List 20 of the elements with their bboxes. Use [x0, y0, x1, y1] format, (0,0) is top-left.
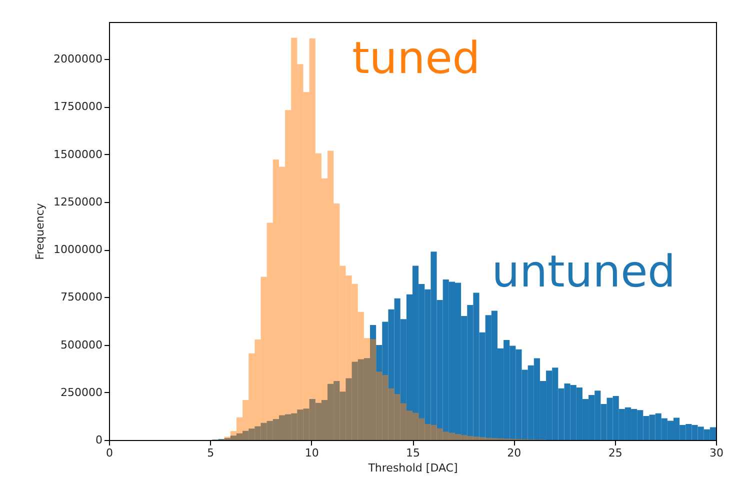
- y-tick-label: 1250000: [54, 195, 102, 208]
- y-tick-label: 0: [96, 434, 102, 446]
- y-tick-label: 1500000: [54, 148, 102, 161]
- x-tick-label: 30: [710, 446, 724, 460]
- x-tick-label: 20: [507, 446, 522, 460]
- y-tick-label: 250000: [60, 386, 102, 399]
- series-label: untuned: [492, 246, 676, 298]
- y-tick-label: 1000000: [54, 243, 102, 256]
- x-tick-label: 5: [207, 446, 214, 460]
- y-tick-label: 1750000: [54, 100, 102, 114]
- series-label: tuned: [352, 32, 480, 84]
- y-tick-label: 2000000: [54, 52, 102, 66]
- x-axis-title: Threshold [DAC]: [367, 462, 458, 474]
- x-tick-label: 25: [608, 446, 622, 460]
- y-tick-label: 750000: [60, 290, 102, 304]
- x-tick-label: 10: [304, 446, 319, 460]
- x-tick-label: 0: [106, 446, 113, 460]
- y-axis-title: Frequency: [34, 202, 47, 260]
- x-tick-label: 15: [406, 446, 420, 460]
- y-tick-label: 500000: [60, 338, 102, 352]
